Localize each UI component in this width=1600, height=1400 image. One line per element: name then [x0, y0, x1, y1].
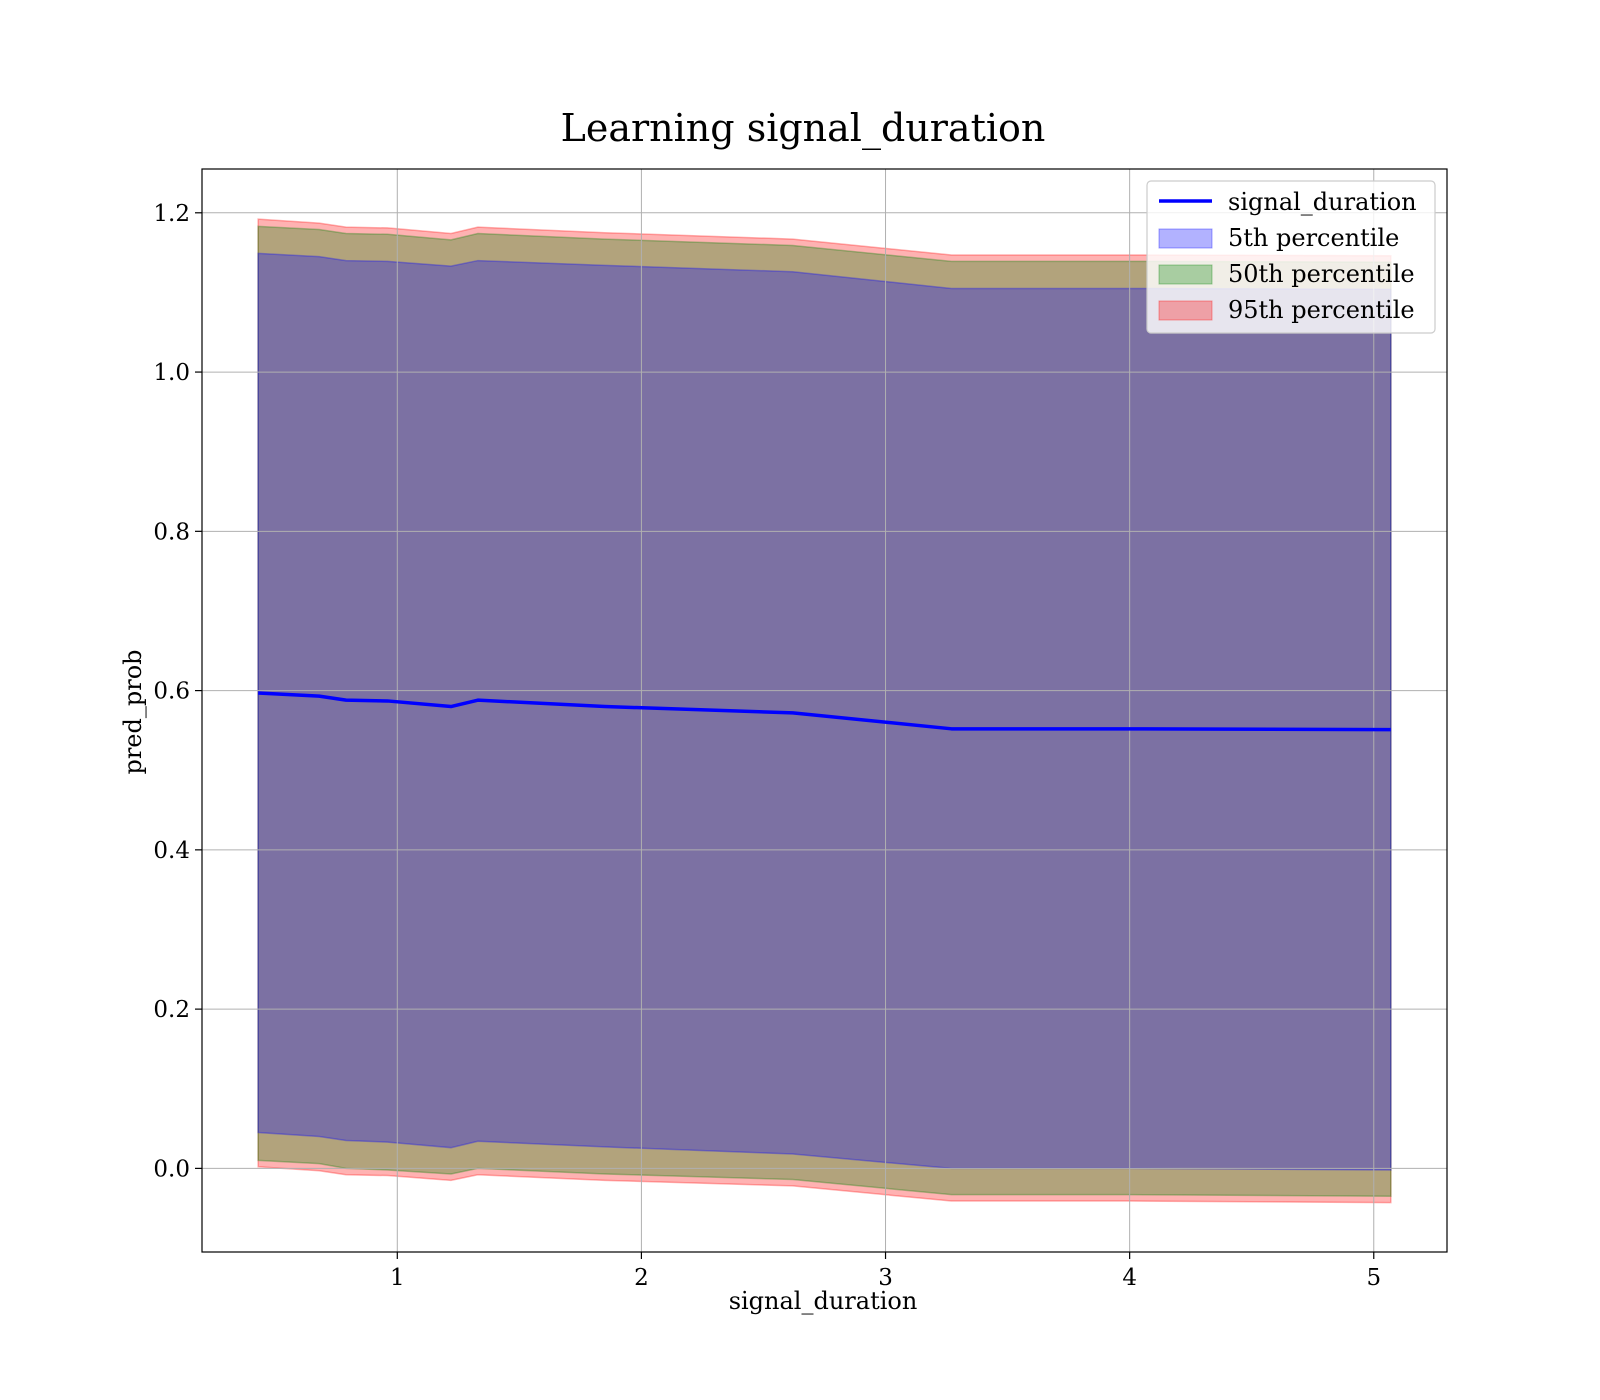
x-tick-label-2: 3 — [878, 1265, 893, 1291]
legend-swatch-95th — [1158, 300, 1213, 321]
x-tick-label-0: 1 — [390, 1265, 405, 1291]
chart-title: Learning signal_duration — [561, 106, 1046, 151]
lines-layer — [258, 691, 1391, 732]
legend-box — [1146, 180, 1436, 334]
x-tick-label-3: 4 — [1122, 1265, 1137, 1291]
y-tick-label-4: 0.8 — [153, 519, 190, 545]
x-axis-label: signal_duration — [729, 1287, 918, 1315]
axes-frame — [201, 168, 1448, 1253]
line-signal-duration — [258, 691, 1391, 732]
y-tick-label-6: 1.2 — [153, 201, 190, 227]
band-50th-percentile — [257, 225, 1392, 1198]
legend-swatch-50th — [1158, 264, 1213, 285]
band-5th-percentile — [257, 252, 1392, 1171]
legend-label-95th: 95th percentile — [1228, 296, 1415, 324]
legend-label-50th: 50th percentile — [1228, 260, 1415, 288]
y-tick-label-0: 0.0 — [153, 1156, 190, 1182]
y-axis-label: pred_prob — [119, 649, 147, 774]
y-tick-label-1: 0.2 — [153, 997, 190, 1023]
legend-label-line: signal_duration — [1228, 188, 1417, 216]
plot-area — [201, 168, 1448, 1253]
y-tick-label-3: 0.6 — [153, 679, 190, 705]
bands-layer — [257, 218, 1392, 1204]
legend: signal_duration 5th percentile 50th perc… — [1146, 180, 1436, 334]
x-tick-label-4: 5 — [1366, 1265, 1381, 1291]
band-95th-percentile — [257, 218, 1392, 1204]
y-tick-label-5: 1.0 — [153, 360, 190, 386]
legend-swatch-5th — [1158, 228, 1213, 249]
y-axis-ticks: 0.0 0.2 0.4 0.6 0.8 1.0 1.2 — [153, 201, 202, 1182]
legend-label-5th: 5th percentile — [1228, 224, 1399, 252]
y-tick-label-2: 0.4 — [153, 838, 190, 864]
x-axis-ticks: 1 2 3 4 5 — [390, 1252, 1381, 1291]
x-tick-label-1: 2 — [634, 1265, 649, 1291]
